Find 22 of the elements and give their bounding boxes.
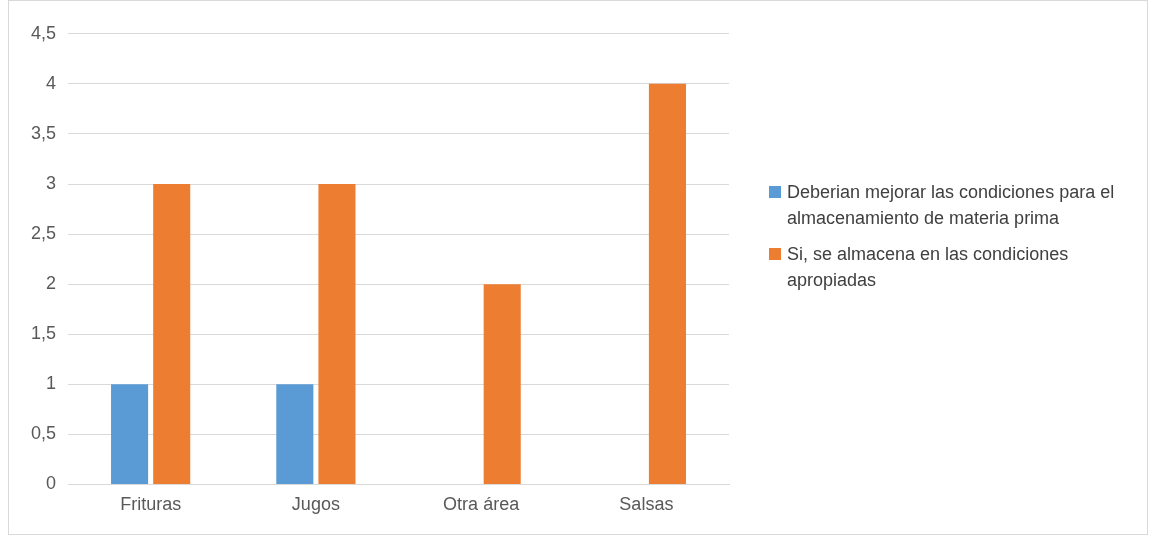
legend-label: Si, se almacena en las condiciones apropiadas xyxy=(787,243,1070,292)
x-tick-label: Otra área xyxy=(443,494,521,515)
legend-label: Deberian mejorar las condiciones para el almacenamiento de materia prima xyxy=(787,181,1116,230)
bar xyxy=(483,284,521,484)
bar xyxy=(111,384,149,484)
x-tick-label: Salsas xyxy=(619,494,674,515)
y-tick-label: 4,5 xyxy=(30,22,57,43)
y-tick-label: 0,5 xyxy=(30,423,57,444)
x-tick-label: Frituras xyxy=(120,494,182,515)
bar xyxy=(318,184,356,484)
x-tick-label: Jugos xyxy=(291,494,340,515)
y-tick-label: 2 xyxy=(46,273,57,294)
y-tick-label: 3 xyxy=(46,172,57,193)
bar xyxy=(153,184,191,484)
y-tick-label: 1 xyxy=(46,373,57,394)
bar xyxy=(276,384,314,484)
y-tick-label: 2,5 xyxy=(30,223,57,244)
y-tick-label: 3,5 xyxy=(30,122,57,143)
y-tick-label: 1,5 xyxy=(30,323,57,344)
y-tick-label: 0 xyxy=(46,473,57,494)
bar xyxy=(648,83,686,484)
y-tick-label: 4 xyxy=(46,72,57,93)
